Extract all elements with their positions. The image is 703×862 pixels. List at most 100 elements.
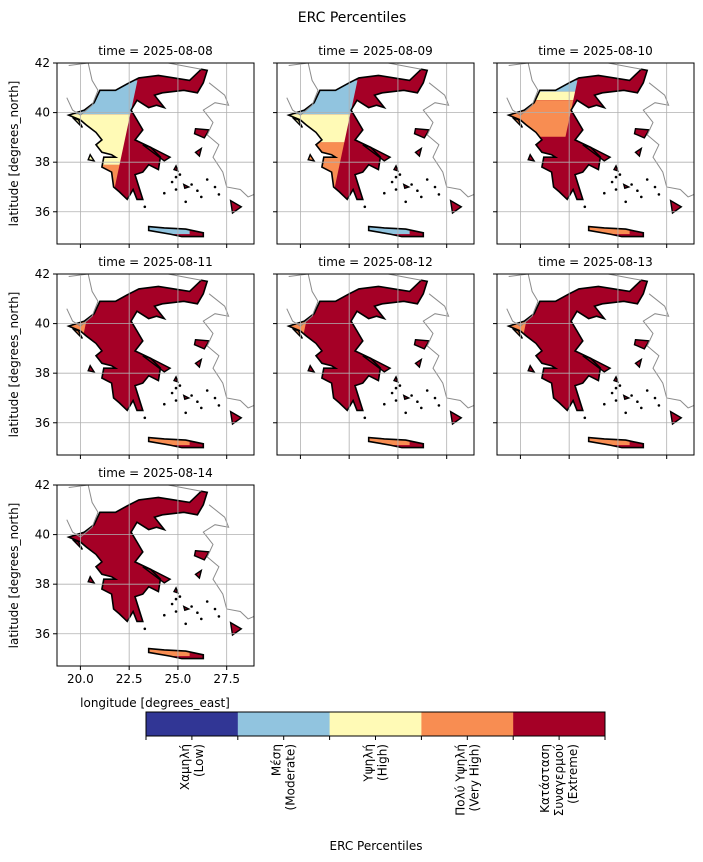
mainland-outline (286, 279, 429, 412)
island-outline (307, 364, 316, 373)
island-dot (184, 622, 187, 626)
island-dot (394, 175, 398, 179)
island-outline (142, 566, 172, 584)
colorbar-segment (421, 712, 514, 736)
island-outline (582, 144, 612, 162)
colorbar-class-label: Υψηλή(High) (362, 744, 390, 783)
colorbar-label-line: (Low) (192, 744, 206, 777)
island-dot (433, 185, 437, 189)
country-border (608, 62, 642, 70)
y-axis-label: latitude [degrees_north] (7, 81, 21, 227)
island-outline (229, 199, 243, 215)
island-dot (174, 386, 178, 390)
island-dot (163, 613, 166, 617)
island-dot (190, 605, 193, 608)
colorbar-segment (146, 712, 239, 736)
island-dot (630, 183, 633, 186)
country-border (388, 273, 422, 281)
colorbar-class-label: Πολύ Υψηλή(Very High) (453, 744, 481, 816)
island-outline (449, 410, 463, 426)
y-tick-label: 40 (35, 317, 50, 331)
island-dot (653, 396, 657, 400)
island-dot (178, 384, 182, 387)
island-outline (413, 127, 431, 139)
panel-frame (496, 273, 695, 456)
y-tick-label: 38 (35, 155, 50, 169)
island-outline (142, 355, 172, 373)
island-outline (362, 144, 392, 162)
island-dot (200, 617, 203, 621)
figure-title: ERC Percentiles (298, 10, 406, 26)
island-outline (413, 338, 431, 350)
colorbar-label: ERC Percentiles (330, 839, 423, 853)
panel-title: time = 2025-08-08 (98, 44, 213, 58)
mainland-outline (286, 68, 429, 201)
island-dot (404, 411, 408, 415)
panel-frame (56, 484, 255, 667)
y-tick-label: 42 (35, 56, 50, 70)
island-dot (398, 384, 402, 387)
y-tick-label: 36 (35, 627, 50, 641)
island-dot (184, 411, 187, 415)
map-panel: time = 2025-08-10 (493, 44, 695, 248)
island-dot (143, 627, 147, 631)
island-outline (414, 357, 423, 369)
crete-class-area (146, 225, 190, 235)
map-panel: time = 2025-08-12 (273, 255, 475, 459)
island-dot (200, 406, 203, 410)
island-outline (172, 586, 180, 595)
mainland-outline (506, 68, 649, 201)
island-dot (178, 595, 182, 598)
island-dot (174, 399, 178, 402)
island-outline (392, 375, 400, 384)
crete-outline (147, 647, 205, 660)
crete-class-area (146, 436, 190, 446)
island-dot (603, 402, 606, 406)
island-dot (163, 402, 166, 406)
island-outline (634, 357, 643, 369)
island-dot (213, 607, 217, 611)
island-dot (618, 173, 622, 176)
panel-frame (56, 62, 255, 245)
y-tick-label: 38 (35, 577, 50, 591)
colorbar-label-line: Χαμηλή (178, 744, 192, 790)
island-outline (193, 127, 211, 139)
island-dot (383, 191, 386, 195)
map-panel: time = 2025-08-09 (273, 44, 475, 248)
island-dot (174, 597, 178, 601)
country-border (168, 62, 202, 70)
y-tick-label: 40 (35, 106, 50, 120)
y-tick-label: 40 (35, 528, 50, 542)
colorbar-label-line: (Moderate) (284, 744, 298, 810)
colorbar: Χαμηλή(Low) Μέση(Moderate) Υψηλή(High) Πολύ… (145, 711, 606, 816)
crete-outline (367, 436, 425, 449)
crete-class-area (146, 647, 190, 657)
island-dot (170, 602, 174, 606)
island-dot (614, 188, 618, 191)
island-dot (425, 389, 429, 392)
country-border (66, 273, 99, 327)
island-outline (172, 375, 180, 384)
country-border (286, 273, 319, 327)
crete-outline (147, 225, 205, 238)
map-panel: 42 40 38 36 time = 2025-08-08 latitude [degre… (7, 44, 255, 248)
panel-title: time = 2025-08-12 (318, 255, 433, 269)
island-dot (583, 416, 587, 420)
country-border (168, 484, 202, 492)
island-dot (657, 193, 661, 196)
country-border (286, 62, 319, 116)
country-border (506, 273, 539, 327)
island-dot (645, 178, 649, 181)
island-dot (170, 391, 174, 395)
panel-title: time = 2025-08-09 (318, 44, 433, 58)
x-tick-label: 25.0 (165, 672, 192, 686)
island-dot (178, 173, 182, 176)
island-outline (392, 164, 400, 173)
colorbar-label-line: Συναγερμού (552, 744, 566, 816)
island-dot (420, 195, 423, 199)
island-outline (362, 355, 392, 373)
island-dot (645, 389, 649, 392)
island-dot (394, 386, 398, 390)
map-panels: 42 40 38 36 time = 2025-08-08 latitude [degre… (7, 44, 695, 686)
